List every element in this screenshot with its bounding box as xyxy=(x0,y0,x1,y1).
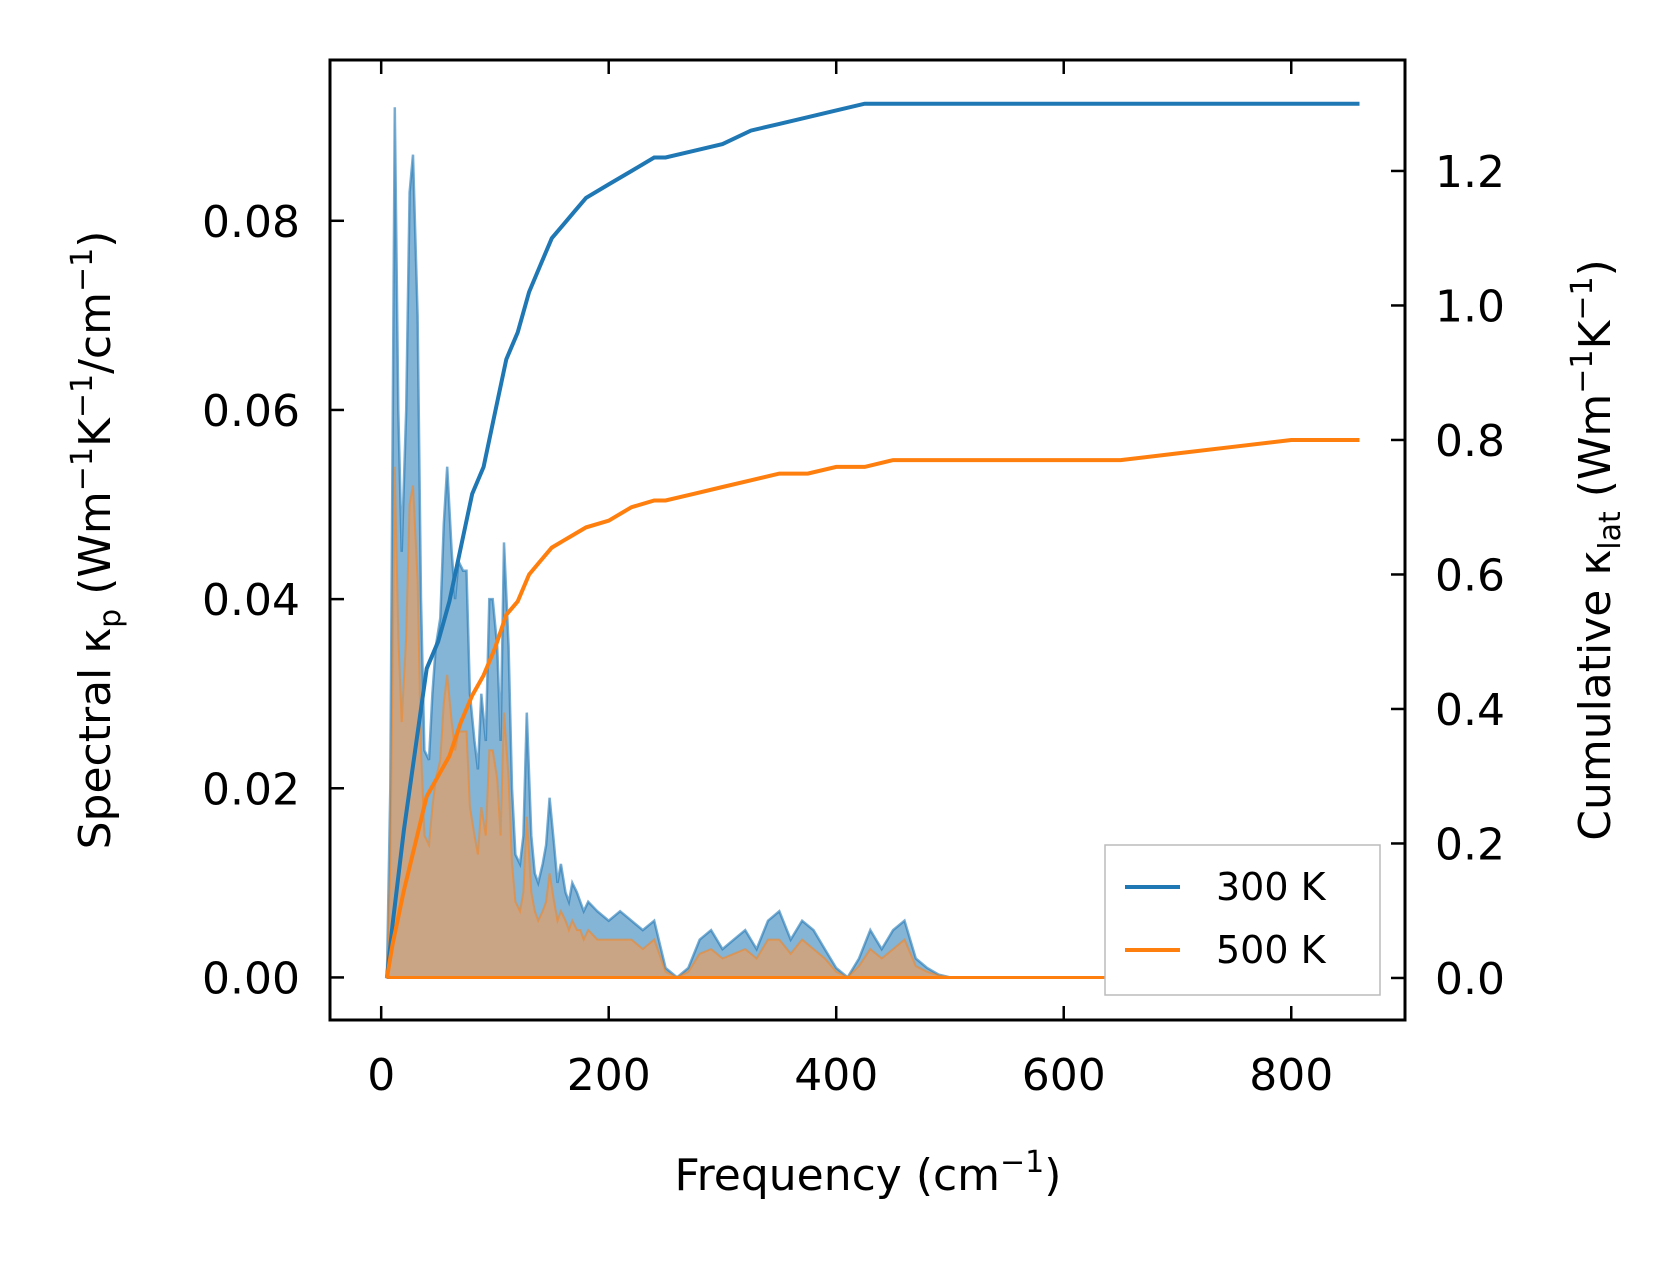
y-right-tick-label: 0.4 xyxy=(1435,685,1505,736)
y-right-tick-label: 1.2 xyxy=(1435,147,1505,198)
y-right-axis-label: Cumulative κlat (Wm−1K−1) xyxy=(1565,259,1628,841)
y-left-tick-label: 0.00 xyxy=(202,953,300,1004)
y-left-tick-label: 0.08 xyxy=(202,197,300,248)
plot-area xyxy=(384,101,1360,980)
legend-label-500k: 500 K xyxy=(1216,928,1327,972)
y-left-tick-label: 0.06 xyxy=(202,386,300,437)
y-right-tick-label: 1.0 xyxy=(1435,281,1505,332)
y-left-tick-label: 0.02 xyxy=(202,764,300,815)
x-tick-label: 600 xyxy=(1022,1050,1106,1101)
y-left-axis-label: Spectral κp (Wm−1K−1/cm−1) xyxy=(65,231,128,850)
legend-label-300k: 300 K xyxy=(1216,865,1327,909)
tick-marks xyxy=(330,60,1405,1020)
x-tick-label: 0 xyxy=(367,1050,395,1101)
y-right-tick-label: 0.2 xyxy=(1435,819,1505,870)
x-tick-label: 800 xyxy=(1249,1050,1333,1101)
cumulative-line-500k xyxy=(384,438,1360,979)
x-tick-label: 400 xyxy=(794,1050,878,1101)
spectral-area-500k xyxy=(385,466,1360,979)
y-left-tick-label: 0.04 xyxy=(202,575,300,626)
axes-frame xyxy=(328,58,1407,1022)
y-right-tick-label: 0.6 xyxy=(1435,550,1505,601)
tick-labels: 0 200 400 600 800 0.00 0.02 0.04 0.06 0.08 0.0 0.2 0… xyxy=(202,147,1505,1101)
x-tick-label: 200 xyxy=(567,1050,651,1101)
y-right-tick-label: 0.8 xyxy=(1435,416,1505,467)
legend: 300 K 500 K xyxy=(1104,844,1381,996)
legend-box xyxy=(1104,844,1381,996)
y-right-tick-label: 0.0 xyxy=(1435,954,1505,1005)
x-axis-label: Frequency (cm−1) xyxy=(675,1145,1062,1201)
cumulative-line-300k xyxy=(384,101,1360,979)
